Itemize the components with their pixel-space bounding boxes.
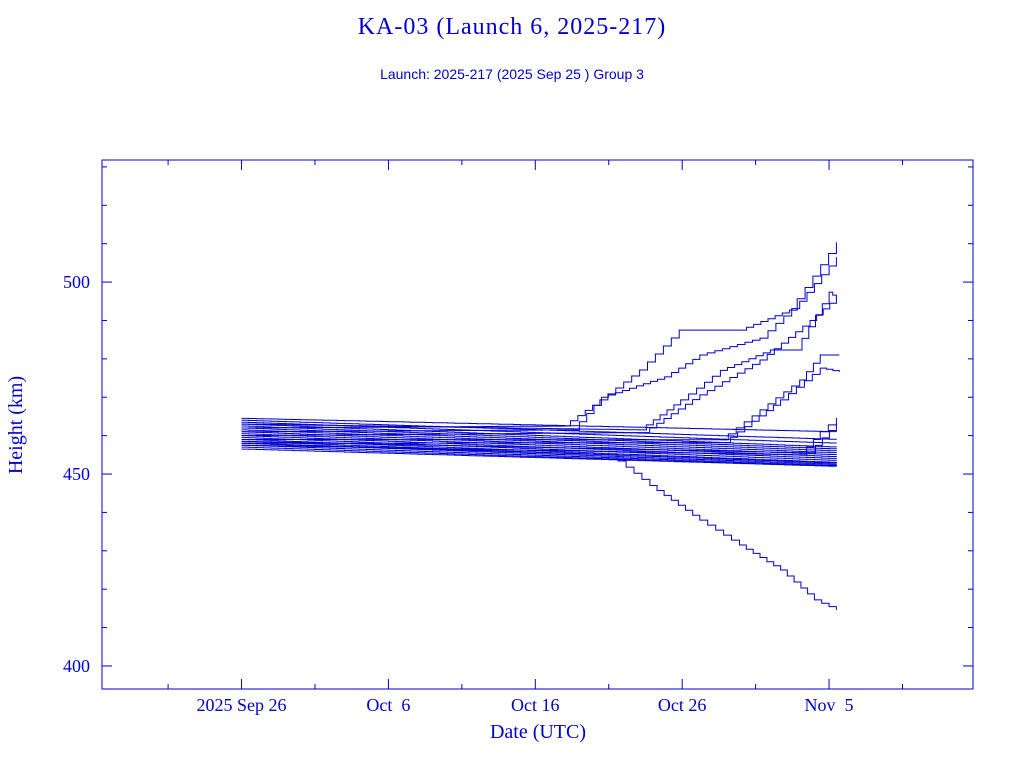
series-line-rise-a [241, 242, 837, 429]
y-tick-label: 400 [63, 656, 90, 676]
plot-frame [101, 159, 974, 690]
x-axis-label: Date (UTC) [490, 721, 586, 743]
series-line-flat-6 [241, 427, 837, 452]
x-tick-label: 2025 Sep 26 [197, 695, 287, 715]
x-tick-label: Nov 5 [805, 695, 854, 715]
series-line-flat-13 [241, 440, 837, 464]
chart-subtitle: Launch: 2025-217 (2025 Sep 25 ) Group 3 [380, 66, 644, 82]
series-line-flat-12 [241, 439, 837, 463]
x-tick-label: Oct 26 [658, 695, 707, 715]
chart-title: KA-03 (Launch 6, 2025-217) [357, 14, 667, 40]
x-tick-label: Oct 16 [511, 695, 560, 715]
series-line-flat-4 [241, 423, 837, 448]
series-line-flat-7 [241, 429, 837, 454]
series-line-decay [241, 442, 837, 610]
series-line-flat-2 [241, 419, 837, 440]
series-line-rise-b [241, 257, 837, 433]
y-tick-label: 500 [63, 272, 90, 292]
series-line-flat-8 [241, 431, 837, 455]
series-line-flat-1 [241, 417, 837, 433]
series-line-flat-17 [241, 448, 837, 467]
series-line-flat-5 [241, 425, 837, 450]
series-line-flat-15 [241, 444, 837, 466]
series-line-rise-c [241, 291, 837, 431]
series-line-flat-3 [241, 421, 837, 444]
series-line-flat-9 [241, 433, 837, 457]
series-line-flat-14 [241, 442, 837, 465]
series-line-flat-10 [241, 435, 837, 459]
y-axis-label: Height (km) [5, 376, 27, 474]
y-tick-label: 450 [63, 464, 90, 484]
series-line-rise-d [241, 297, 837, 437]
series-line-rise-f [241, 367, 840, 444]
x-tick-label: Oct 6 [366, 695, 410, 715]
series-line-flat-11 [241, 437, 837, 461]
